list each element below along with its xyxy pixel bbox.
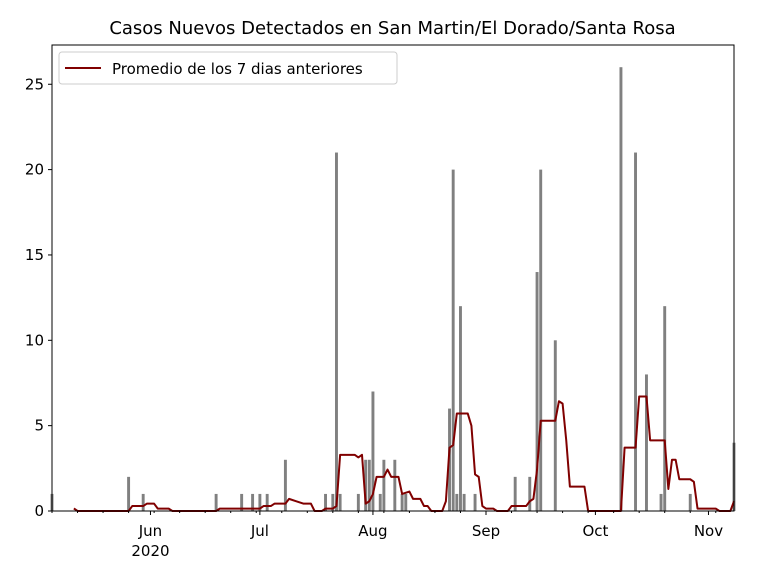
daily-case-bar	[364, 459, 368, 511]
daily-case-bar	[553, 340, 557, 511]
daily-case-bar	[378, 493, 382, 511]
daily-case-bar	[141, 493, 145, 511]
plot-area	[52, 45, 734, 511]
x-tick-label: Sep	[472, 522, 500, 540]
daily-case-bar	[535, 272, 539, 511]
daily-case-bar	[451, 169, 455, 512]
daily-case-bar	[265, 493, 269, 511]
y-tick-label: 5	[34, 417, 44, 435]
daily-case-bar	[127, 476, 131, 511]
daily-case-bar	[473, 493, 477, 511]
legend-box	[58, 51, 398, 85]
daily-case-bar	[513, 476, 517, 511]
daily-case-bar	[283, 459, 287, 511]
daily-case-bar	[659, 493, 663, 511]
y-tick-label: 20	[25, 161, 44, 179]
y-tick-label: 25	[25, 75, 44, 93]
daily-case-bar	[619, 67, 623, 511]
daily-case-bar	[240, 493, 244, 511]
daily-case-bar	[371, 391, 375, 511]
daily-case-bar	[528, 476, 532, 511]
daily-case-bar	[324, 493, 327, 511]
bars-group	[50, 67, 736, 512]
daily-case-bar	[688, 493, 692, 511]
y-tick-label: 0	[34, 502, 44, 520]
x-tick-label: Nov	[694, 522, 723, 540]
daily-case-bar	[645, 374, 648, 511]
daily-case-bar	[335, 152, 338, 512]
x-tick-label: Jun	[138, 522, 162, 540]
x-tick-year-label: 2020	[131, 542, 169, 560]
daily-case-bar	[459, 306, 462, 511]
daily-case-bar	[455, 493, 459, 511]
daily-case-bar	[367, 459, 371, 511]
x-axis: Jun 2020 Jul Aug Sep Oct Nov	[51, 511, 723, 560]
y-tick-label: 15	[25, 246, 44, 264]
y-tick-label: 10	[25, 331, 44, 349]
daily-case-bar	[539, 169, 543, 512]
legend: Promedio de los 7 dias anteriores	[58, 51, 398, 85]
daily-case-bar	[331, 493, 335, 511]
daily-case-bar	[338, 493, 342, 511]
daily-case-bar	[634, 152, 637, 512]
daily-case-bar	[356, 493, 360, 511]
x-tick-label: Oct	[582, 522, 608, 540]
daily-case-bar	[214, 493, 218, 511]
daily-case-bar	[382, 459, 386, 511]
daily-case-bar	[393, 459, 397, 511]
daily-case-bar	[400, 493, 404, 511]
daily-case-bar	[462, 493, 466, 511]
legend-label: Promedio de los 7 dias anteriores	[112, 60, 363, 78]
x-tick-label: Aug	[358, 522, 387, 540]
plot-frame	[51, 44, 735, 512]
chart-title: Casos Nuevos Detectados en San Martin/El…	[109, 18, 675, 39]
daily-case-bar	[258, 493, 262, 511]
daily-case-bar	[404, 493, 408, 511]
y-axis: 0 5 10 15 20 25	[25, 75, 52, 520]
daily-case-bar	[663, 306, 667, 511]
daily-case-bar	[251, 493, 255, 511]
x-tick-label: Jul	[250, 522, 269, 540]
